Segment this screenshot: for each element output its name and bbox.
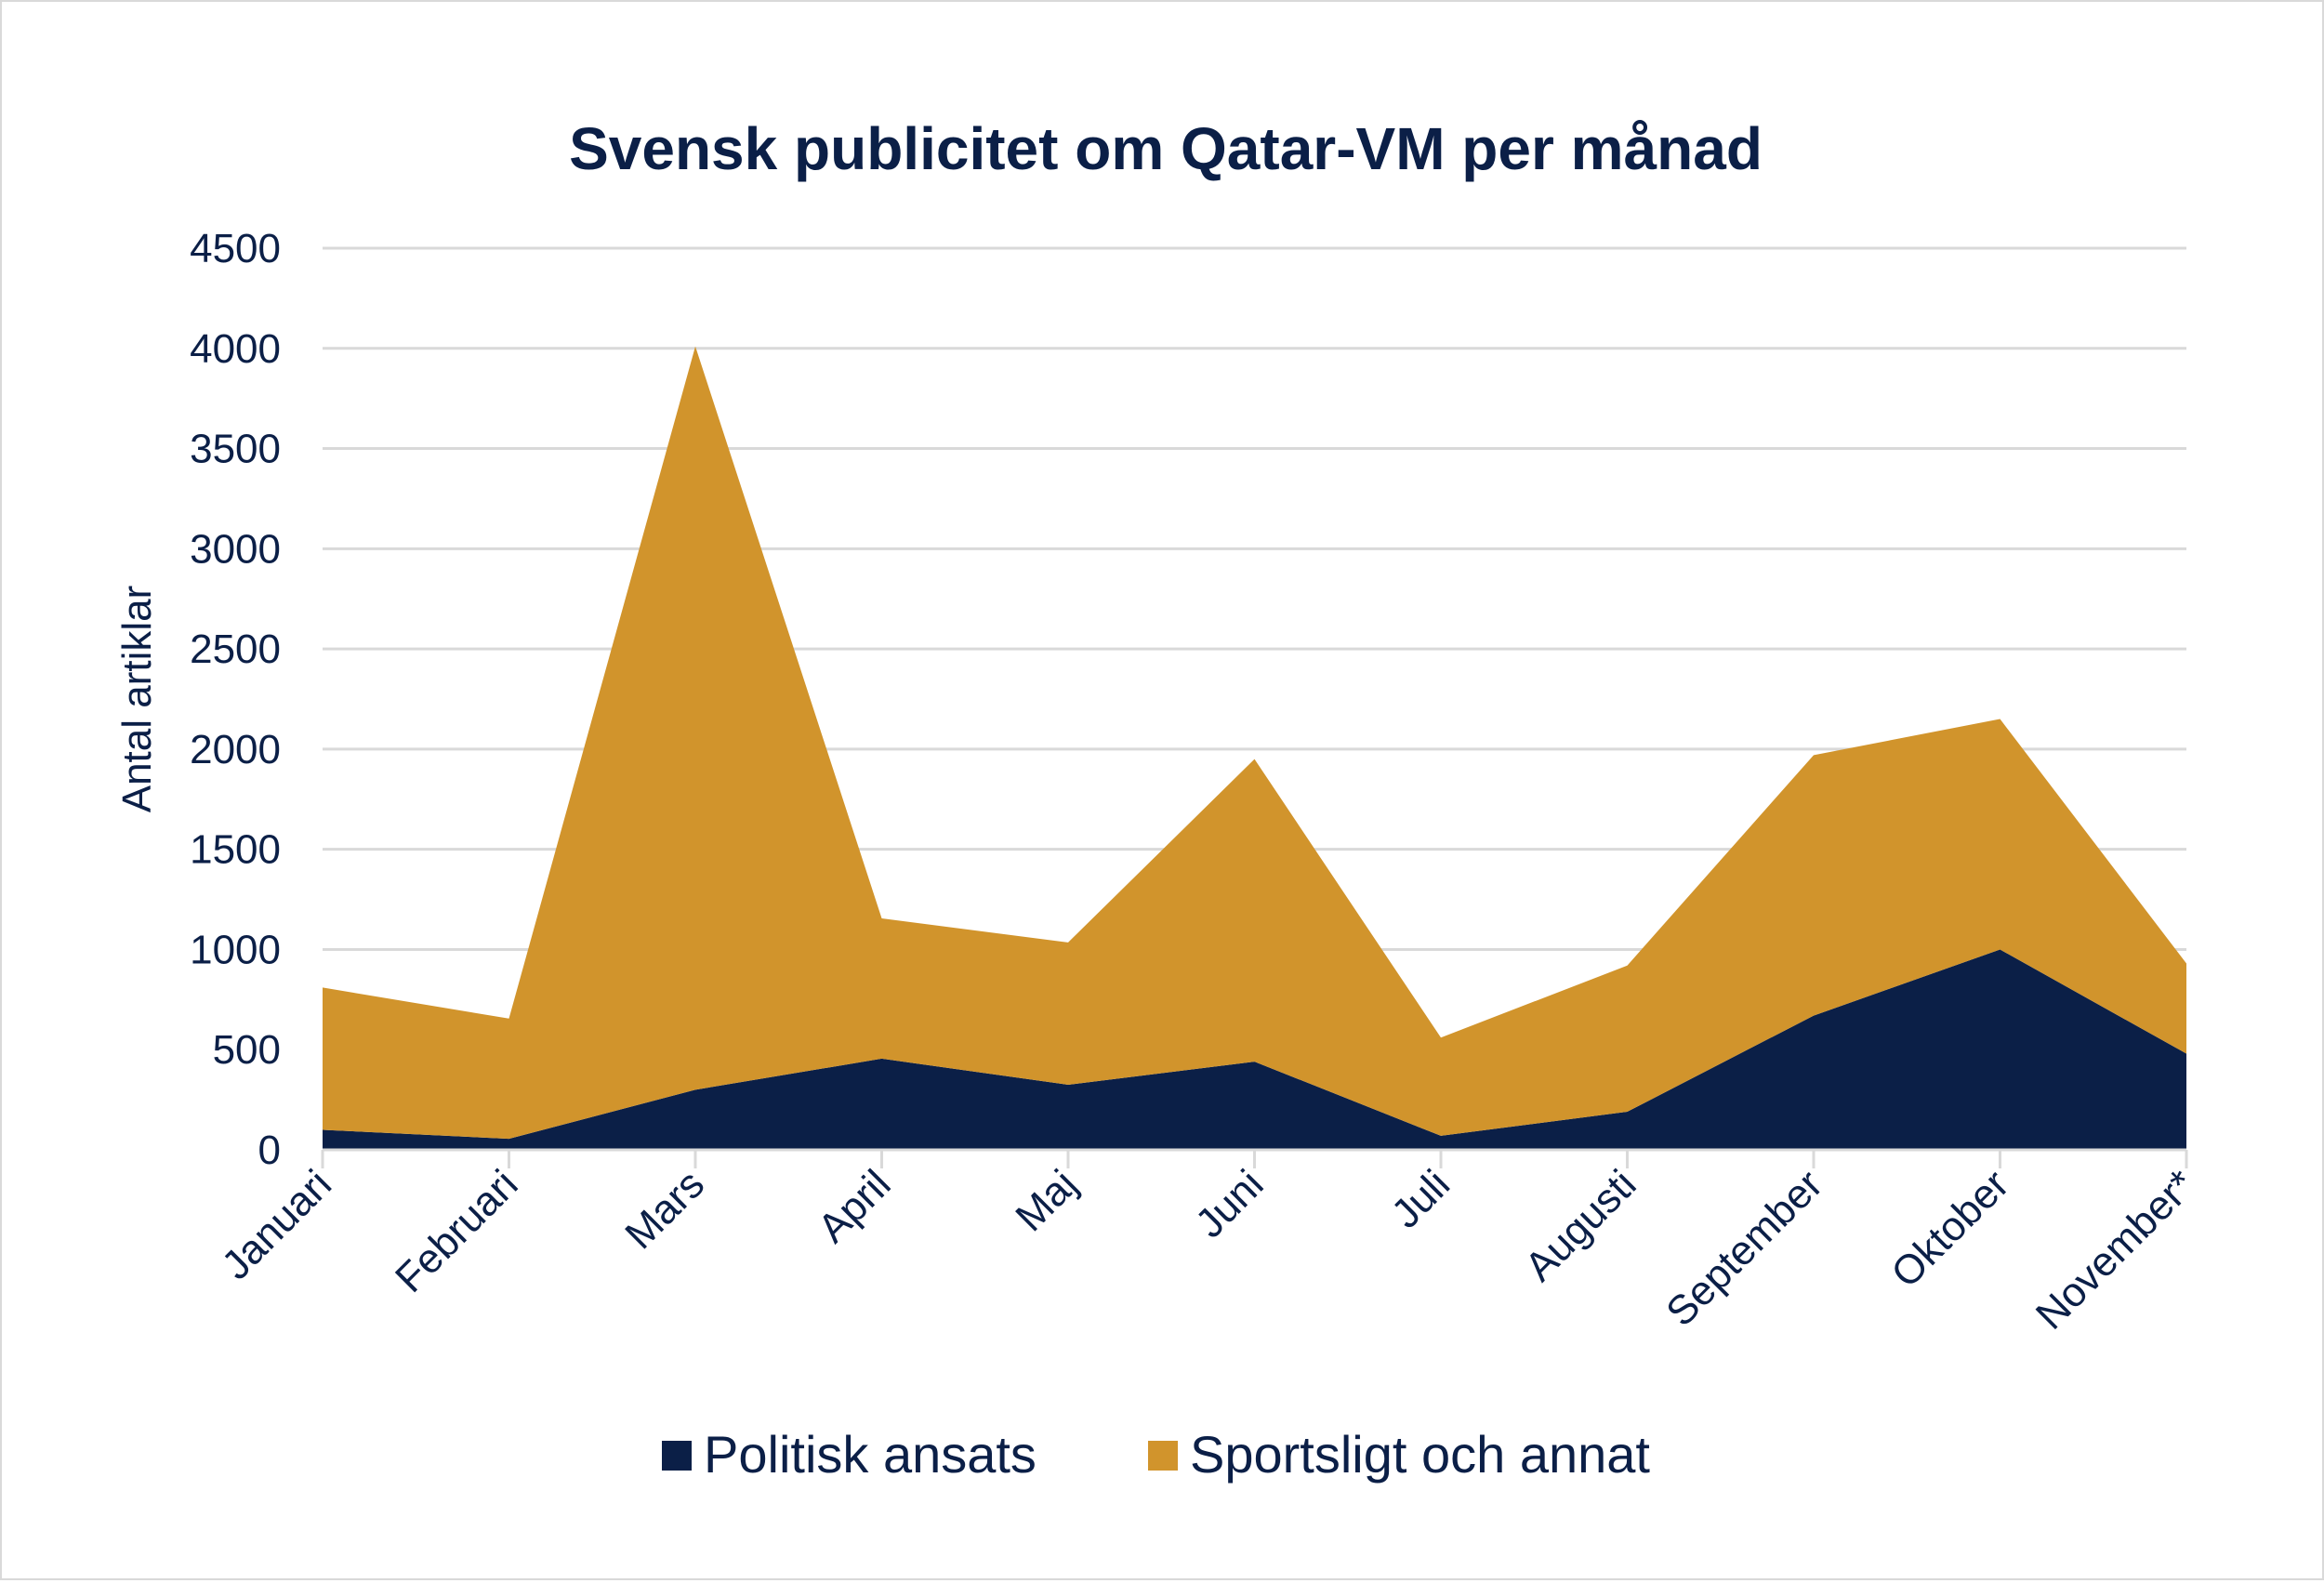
x-tick-label: Juli: [1383, 1161, 1459, 1236]
legend: Politisk ansats Sportsligt och annat: [662, 1425, 1650, 1484]
y-tick-label: 2500: [190, 627, 281, 672]
y-tick-label: 1500: [190, 827, 281, 873]
x-tick-label: Augusti: [1516, 1161, 1644, 1289]
x-tick-label: Juni: [1187, 1161, 1273, 1247]
y-tick-label: 4000: [190, 326, 281, 372]
area-series: [323, 346, 2186, 1150]
y-tick-label: 0: [258, 1128, 281, 1173]
chart-title: Svensk publicitet om Qatar-VM per månad: [569, 115, 1763, 182]
legend-label: Politisk ansats: [704, 1425, 1037, 1484]
x-tick-label: April: [810, 1161, 900, 1251]
y-tick-label: 4500: [190, 226, 281, 271]
y-tick-label: 2000: [190, 727, 281, 772]
legend-swatch: [1148, 1441, 1178, 1471]
legend-swatch: [662, 1441, 692, 1471]
area-series-sportsligt-och-annat: [323, 346, 2186, 1140]
y-tick-label: 1000: [190, 927, 281, 972]
y-tick-label: 3000: [190, 526, 281, 572]
x-axis: [321, 1148, 2188, 1168]
y-axis-label: Antal artiklar: [114, 586, 160, 813]
x-tick-label: Maj: [1007, 1161, 1086, 1240]
x-tick-label: November*: [2027, 1161, 2204, 1338]
x-tick-labels: Januari Februari Mars April Maj Juni Juli Augus…: [213, 1161, 2204, 1338]
x-tick-label: Oktober: [1882, 1161, 2017, 1296]
y-tick-labels: 0 500 1000 1500 2000 2500 3000 3500 4000 4500: [190, 226, 281, 1173]
y-tick-label: 500: [213, 1027, 281, 1073]
x-tick-label: Januari: [213, 1161, 340, 1288]
x-tick-label: September: [1657, 1161, 1831, 1335]
legend-label: Sportsligt och annat: [1190, 1425, 1650, 1484]
x-tick-label: Februari: [387, 1161, 527, 1301]
y-tick-label: 3500: [190, 427, 281, 472]
area-series-politisk-ansats: [323, 949, 2186, 1150]
x-tick-label: Mars: [616, 1161, 713, 1258]
